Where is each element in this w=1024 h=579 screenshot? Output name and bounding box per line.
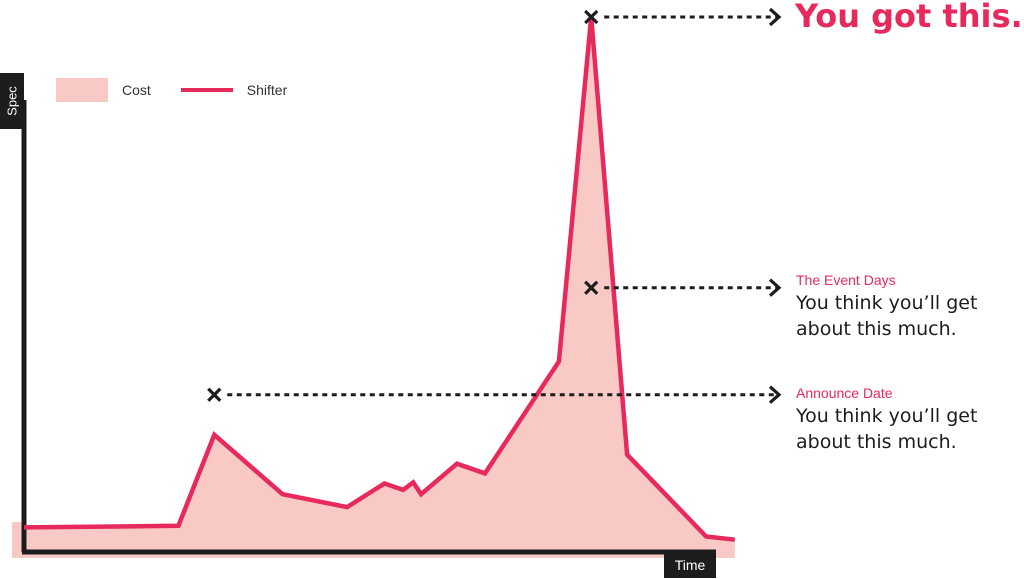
axes bbox=[21, 100, 716, 555]
legend-swatch-cost bbox=[56, 78, 108, 102]
shifter-line-layer bbox=[23, 16, 736, 542]
legend-label-cost: Cost bbox=[122, 82, 151, 98]
legend-swatch-shifter bbox=[180, 88, 233, 92]
annotation-marker-event-days bbox=[584, 278, 782, 297]
annotation-headline: You got this. bbox=[795, 0, 1023, 35]
cost-area bbox=[24, 17, 735, 558]
annotation-event-days: The Event Days You think you’ll get abou… bbox=[796, 272, 1011, 342]
annotation-marker-headline bbox=[584, 7, 782, 27]
annotation-layer bbox=[207, 7, 782, 404]
x-marker-icon bbox=[207, 387, 222, 402]
annotation-event-days-label: The Event Days bbox=[796, 272, 896, 288]
x-marker-icon bbox=[584, 9, 599, 25]
x-marker-icon bbox=[584, 280, 599, 295]
x-axis-label: Time bbox=[664, 552, 716, 578]
y-axis-label: Spec bbox=[0, 73, 24, 129]
annotation-marker-announce-date bbox=[207, 385, 782, 404]
arrow-head-icon bbox=[768, 7, 782, 27]
arrow-head-icon bbox=[768, 385, 782, 404]
arrow-head-icon bbox=[768, 278, 782, 297]
annotation-announce-date-text: You think you’ll get about this much. bbox=[796, 405, 978, 453]
legend: Cost Shifter bbox=[56, 78, 287, 102]
annotation-announce-date-label: Announce Date bbox=[796, 385, 893, 401]
legend-label-shifter: Shifter bbox=[246, 82, 288, 98]
shifter-line bbox=[23, 16, 736, 542]
annotation-announce-date: Announce Date You think you’ll get about… bbox=[796, 385, 1011, 455]
y-axis-label-text: Spec bbox=[4, 86, 20, 116]
annotation-event-days-text: You think you’ll get about this much. bbox=[796, 292, 978, 340]
